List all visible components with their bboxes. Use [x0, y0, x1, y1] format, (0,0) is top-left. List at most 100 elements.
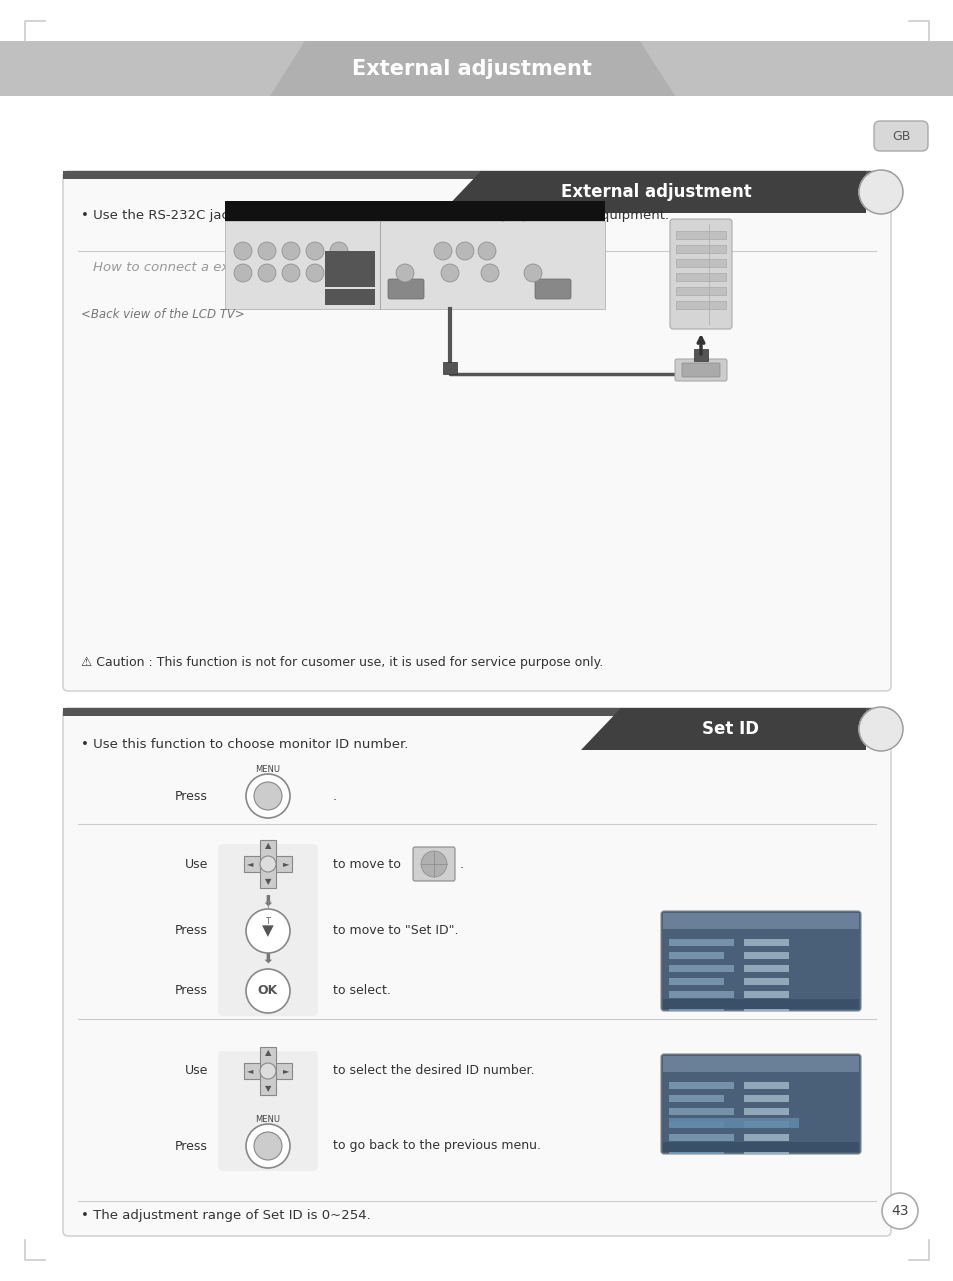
FancyBboxPatch shape — [218, 844, 317, 1016]
Bar — [676, 273, 725, 281]
FancyBboxPatch shape — [669, 219, 731, 329]
Bar — [743, 1146, 788, 1154]
Bar — [743, 977, 788, 985]
Bar — [662, 1056, 858, 1072]
Text: Use: Use — [185, 1065, 208, 1077]
Text: to go back to the previous menu.: to go back to the previous menu. — [333, 1140, 540, 1153]
FancyBboxPatch shape — [63, 708, 890, 1236]
Text: Press: Press — [175, 789, 208, 802]
FancyBboxPatch shape — [63, 170, 890, 690]
Text: <Back view of the LCD TV>: <Back view of the LCD TV> — [81, 309, 245, 322]
Text: ►: ► — [282, 860, 289, 869]
Bar — [260, 1047, 275, 1095]
Text: MENU: MENU — [255, 1116, 280, 1125]
Bar — [325, 251, 375, 287]
Circle shape — [523, 264, 541, 282]
Circle shape — [282, 242, 299, 260]
FancyBboxPatch shape — [388, 279, 423, 298]
Bar — [676, 259, 725, 266]
Circle shape — [456, 242, 474, 260]
Circle shape — [330, 264, 348, 282]
Bar — [442, 363, 456, 374]
Text: ⬇: ⬇ — [261, 895, 274, 910]
Bar — [676, 301, 725, 309]
Bar — [668, 965, 733, 972]
FancyBboxPatch shape — [681, 363, 720, 377]
Circle shape — [420, 851, 447, 877]
Bar — [668, 1004, 723, 1011]
Polygon shape — [440, 170, 865, 213]
Bar — [668, 1121, 723, 1129]
Bar — [676, 231, 725, 240]
Circle shape — [253, 781, 282, 810]
Bar — [63, 708, 890, 716]
Text: External adjustment: External adjustment — [560, 183, 751, 201]
Circle shape — [246, 774, 290, 819]
Circle shape — [282, 264, 299, 282]
Text: MENU: MENU — [255, 766, 280, 775]
Circle shape — [330, 242, 348, 260]
Text: ⚠ Caution : This function is not for cusomer use, it is used for service purpose: ⚠ Caution : This function is not for cus… — [81, 656, 602, 669]
Bar — [325, 290, 375, 305]
Text: ▼: ▼ — [265, 1085, 271, 1094]
Text: GB: GB — [891, 129, 909, 142]
Bar — [260, 840, 275, 888]
Text: ⬇: ⬇ — [261, 952, 274, 966]
Bar — [668, 1118, 799, 1129]
Bar — [668, 1082, 733, 1089]
Text: T: T — [265, 916, 271, 925]
Circle shape — [246, 1123, 290, 1168]
Bar — [743, 952, 788, 959]
Text: ◄: ◄ — [247, 860, 253, 869]
Bar — [668, 1134, 733, 1141]
Circle shape — [434, 242, 452, 260]
Bar — [676, 287, 725, 295]
Text: ◄: ◄ — [247, 1067, 253, 1076]
Circle shape — [882, 1193, 917, 1228]
Polygon shape — [580, 708, 865, 749]
FancyBboxPatch shape — [535, 279, 571, 298]
FancyBboxPatch shape — [660, 1054, 861, 1154]
Bar — [693, 348, 707, 361]
Text: Set ID: Set ID — [701, 720, 759, 738]
Bar — [662, 1141, 858, 1152]
Text: 43: 43 — [890, 1204, 908, 1218]
Bar — [743, 965, 788, 972]
Bar — [743, 1121, 788, 1129]
Bar — [668, 1108, 733, 1114]
Circle shape — [233, 264, 252, 282]
FancyBboxPatch shape — [660, 911, 861, 1011]
Bar — [743, 1082, 788, 1089]
Bar — [662, 999, 858, 1009]
FancyBboxPatch shape — [413, 847, 455, 881]
Bar — [668, 1095, 723, 1102]
Text: to select.: to select. — [333, 985, 391, 998]
Circle shape — [480, 264, 498, 282]
Bar — [668, 939, 733, 945]
Circle shape — [858, 170, 902, 214]
Circle shape — [260, 856, 275, 872]
Circle shape — [306, 242, 324, 260]
Bar — [0, 41, 953, 96]
Text: • Use the RS-232C jack to control monitor's functions externally by external equ: • Use the RS-232C jack to control monito… — [81, 209, 668, 222]
FancyBboxPatch shape — [218, 1050, 317, 1171]
Bar — [668, 977, 723, 985]
Bar — [244, 856, 292, 872]
Circle shape — [260, 1063, 275, 1079]
Text: OK: OK — [257, 985, 278, 998]
Bar — [743, 991, 788, 998]
Text: ▲: ▲ — [265, 1049, 271, 1058]
Bar — [668, 952, 723, 959]
Circle shape — [440, 264, 458, 282]
Bar — [676, 245, 725, 254]
Text: .: . — [333, 789, 336, 802]
Bar — [225, 222, 604, 309]
Circle shape — [395, 264, 414, 282]
Text: ▼: ▼ — [262, 924, 274, 939]
Bar — [668, 991, 733, 998]
FancyBboxPatch shape — [675, 359, 726, 380]
Bar — [244, 1063, 292, 1079]
Text: • Use this function to choose monitor ID number.: • Use this function to choose monitor ID… — [81, 738, 408, 751]
Bar — [743, 1134, 788, 1141]
Text: Press: Press — [175, 925, 208, 938]
